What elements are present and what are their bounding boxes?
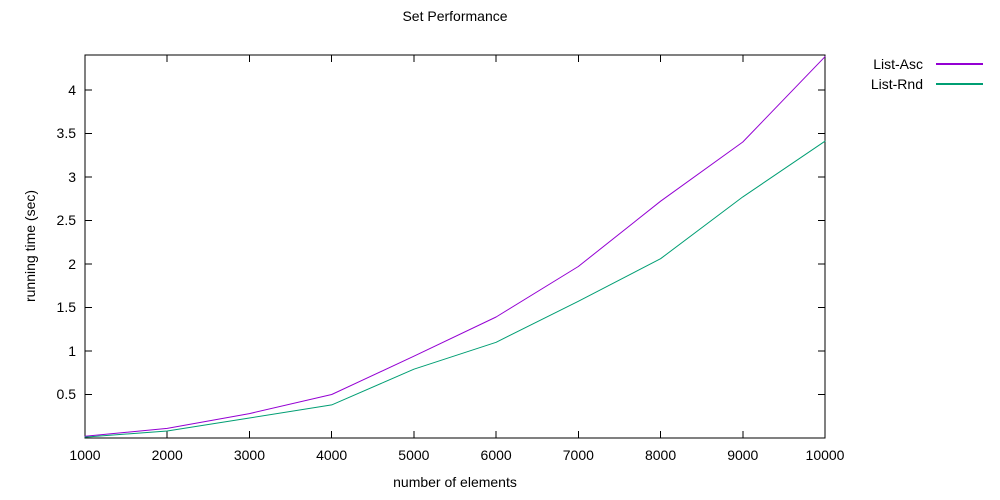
y-tick-label: 3.5 bbox=[56, 125, 76, 142]
y-tick-label: 0.5 bbox=[56, 386, 76, 403]
plot-border bbox=[84, 54, 826, 439]
legend-item: List-Asc bbox=[855, 54, 983, 74]
y-tick-label: 3 bbox=[68, 168, 76, 185]
x-tick-label: 2000 bbox=[151, 447, 183, 463]
y-tick-label: 2.5 bbox=[56, 212, 76, 229]
y-axis-label: running time (sec) bbox=[22, 189, 38, 303]
x-tick-label: 7000 bbox=[562, 447, 594, 463]
chart-title: Set Performance bbox=[402, 8, 508, 24]
x-tick-label: 1000 bbox=[69, 447, 101, 463]
x-tick-label: 6000 bbox=[480, 447, 512, 463]
x-tick-label: 10000 bbox=[805, 447, 845, 463]
x-tick-label: 8000 bbox=[644, 447, 677, 463]
x-tick-label: 3000 bbox=[233, 447, 266, 463]
y-tick-label: 1.5 bbox=[56, 299, 76, 316]
legend-line-sample-icon bbox=[936, 83, 983, 85]
legend-item: List-Rnd bbox=[855, 74, 983, 94]
x-tick-label: 5000 bbox=[398, 447, 430, 463]
x-axis-label: number of elements bbox=[393, 474, 517, 490]
x-tick-label: 4000 bbox=[316, 447, 348, 463]
series-line-list-rnd bbox=[84, 140, 826, 438]
legend-label: List-Asc bbox=[873, 56, 923, 72]
series-line-list-asc bbox=[84, 56, 826, 437]
x-tick-label: 9000 bbox=[727, 447, 759, 463]
y-tick-label: 1 bbox=[68, 342, 76, 359]
y-tick-label: 4 bbox=[68, 81, 76, 98]
legend: List-Asc List-Rnd bbox=[855, 54, 983, 94]
legend-label: List-Rnd bbox=[870, 76, 923, 92]
legend-line-sample-icon bbox=[936, 63, 983, 65]
y-tick-label: 2 bbox=[68, 255, 76, 272]
